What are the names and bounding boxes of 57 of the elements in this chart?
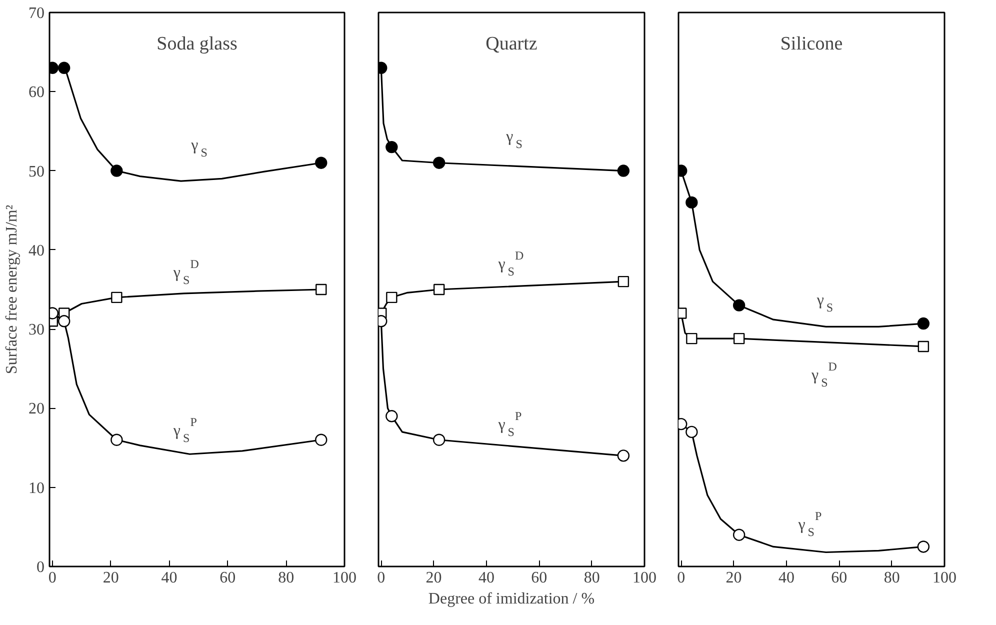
text: Quartz	[486, 34, 538, 54]
x-tick-label: 60	[220, 570, 236, 586]
point	[732, 299, 746, 312]
x-tick-label: 100	[932, 570, 956, 586]
point	[733, 332, 745, 344]
point	[58, 315, 70, 328]
x-tick-label: 60	[531, 570, 548, 586]
x-tick-label: 80	[278, 570, 294, 586]
y-tick-label: 70	[28, 5, 44, 22]
point	[618, 276, 630, 288]
x-tick-label: 40	[778, 570, 794, 586]
y-tick-label: 0	[36, 559, 44, 576]
x-tick-label: 20	[102, 570, 119, 586]
point	[386, 292, 398, 304]
y-tick-label: 50	[28, 163, 44, 180]
point	[315, 156, 328, 169]
x-tick-label: 40	[161, 570, 178, 586]
point	[917, 317, 930, 330]
point	[110, 434, 123, 446]
point	[315, 434, 328, 446]
x-tick-label: 100	[632, 570, 656, 586]
x-tick-label: 0	[377, 570, 386, 586]
x-tick-label: 80	[584, 570, 600, 586]
y-tick-label: 10	[28, 480, 44, 497]
y-tick-label: 40	[28, 242, 44, 260]
point	[433, 284, 445, 296]
x-tick-label: 100	[332, 570, 356, 586]
point	[686, 332, 698, 344]
text: Silicone	[780, 34, 843, 54]
y-tick-label: 60	[28, 84, 44, 102]
point	[111, 292, 122, 304]
point	[917, 540, 930, 553]
point	[386, 140, 398, 154]
x-tick-label: 0	[48, 570, 56, 586]
x-axis-title: Degree of imidization / %	[428, 590, 595, 608]
x-tick-label: 20	[726, 570, 742, 586]
point	[432, 156, 446, 169]
point	[386, 410, 398, 422]
x-tick-label: 40	[478, 570, 494, 586]
point	[432, 434, 446, 446]
y-axis-title: Surface free energy mJ/m²	[4, 204, 20, 374]
x-tick-label: 20	[426, 570, 442, 586]
point	[617, 164, 630, 177]
point	[918, 340, 930, 352]
x-tick-label: 60	[831, 570, 848, 586]
point	[686, 196, 698, 209]
text: Soda glass	[156, 34, 238, 54]
point	[316, 284, 327, 296]
point	[732, 528, 746, 541]
point	[617, 450, 630, 462]
x-tick-label: 80	[884, 570, 900, 586]
y-tick-label: 30	[28, 322, 44, 339]
y-tick-label: 20	[28, 400, 44, 418]
point	[686, 426, 698, 438]
x-tick-label: 0	[677, 570, 686, 586]
point	[110, 164, 123, 177]
point	[58, 62, 70, 74]
